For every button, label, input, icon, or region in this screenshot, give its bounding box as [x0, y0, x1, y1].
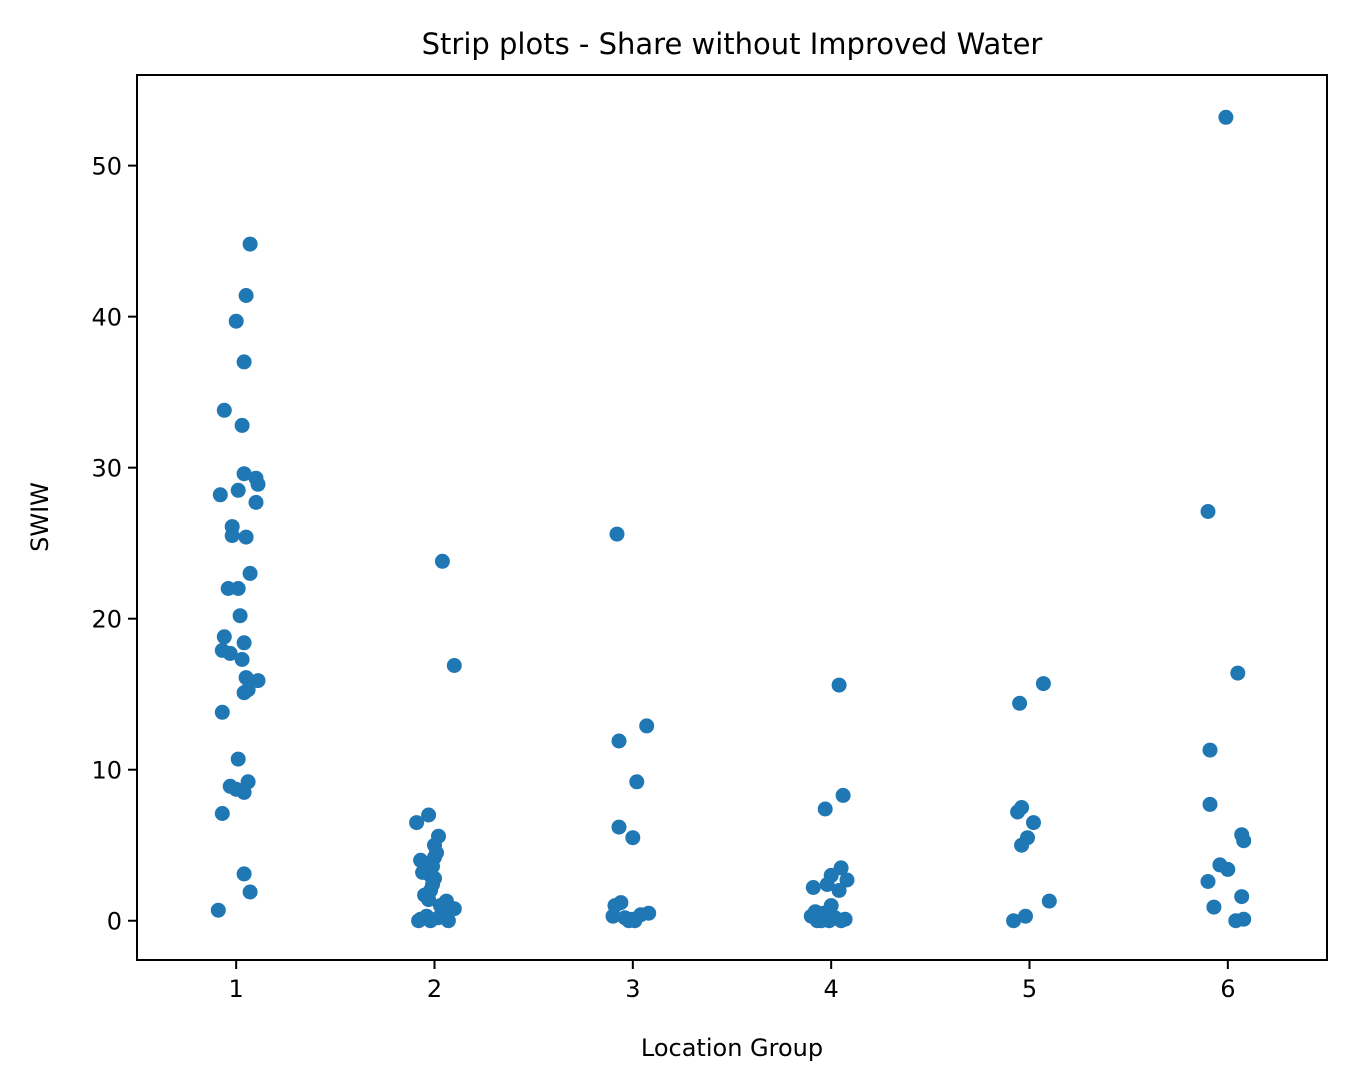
y-axis-label: SWIW: [26, 482, 54, 552]
plot-frame: [136, 74, 1328, 961]
data-point: [242, 565, 258, 581]
y-tick-label: 0: [107, 908, 122, 936]
data-point: [234, 652, 250, 667]
y-tick-label: 20: [91, 606, 122, 634]
data-point: [210, 902, 226, 918]
data-point: [236, 466, 252, 482]
x-tick-label: 6: [1220, 975, 1235, 1003]
data-point: [611, 819, 627, 835]
data-point: [1006, 913, 1022, 929]
data-point: [639, 718, 655, 734]
data-point: [835, 787, 851, 803]
data-point: [230, 751, 246, 767]
data-point: [413, 852, 429, 868]
data-point: [1230, 665, 1246, 681]
y-tick-label: 50: [91, 153, 122, 181]
data-point: [1026, 815, 1041, 831]
data-point: [1236, 833, 1252, 849]
data-point: [1228, 913, 1244, 929]
data-point: [224, 528, 240, 544]
data-point: [1202, 796, 1218, 812]
data-point: [238, 288, 254, 303]
data-point: [817, 801, 833, 817]
data-point: [236, 866, 252, 882]
data-point: [228, 313, 244, 329]
data-point: [222, 645, 238, 661]
data-point: [805, 880, 821, 895]
data-point: [819, 877, 835, 892]
data-point: [831, 883, 847, 898]
data-point: [813, 913, 829, 929]
data-point: [629, 774, 645, 790]
data-point: [611, 733, 627, 749]
data-point: [240, 682, 256, 698]
data-point: [831, 677, 847, 693]
data-point: [248, 494, 264, 510]
chart-title: Strip plots - Share without Improved Wat…: [422, 27, 1043, 61]
x-tick-label: 1: [229, 975, 244, 1003]
y-axis-ticks: 0 10 20 30 40 50: [91, 153, 137, 936]
data-point: [236, 784, 252, 800]
data-point: [250, 673, 266, 689]
data-point: [1218, 109, 1234, 125]
x-axis-label: Location Group: [641, 1034, 823, 1062]
data-point: [236, 354, 252, 370]
data-point: [1010, 804, 1026, 820]
data-point: [216, 402, 232, 418]
data-point: [431, 910, 446, 926]
data-point: [242, 884, 258, 900]
data-point: [1200, 504, 1216, 519]
data-point: [421, 807, 437, 823]
data-point: [1200, 874, 1216, 889]
data-point: [212, 487, 228, 503]
data-point: [833, 913, 849, 929]
y-tick-label: 40: [91, 304, 122, 332]
data-point: [214, 704, 230, 720]
data-point: [409, 815, 425, 831]
x-tick-label: 4: [824, 975, 839, 1003]
data-point: [1234, 889, 1250, 905]
data-point: [1018, 908, 1033, 924]
data-point: [839, 872, 855, 888]
y-tick-label: 30: [91, 455, 122, 483]
x-axis-ticks: 1 2 3 4 5 6: [229, 960, 1235, 1003]
data-point: [230, 482, 246, 498]
data-point: [1041, 893, 1057, 909]
x-tick-label: 3: [625, 975, 640, 1003]
data-point: [234, 417, 250, 433]
data-point: [1014, 837, 1030, 853]
data-point: [434, 553, 450, 569]
data-point: [421, 892, 437, 908]
x-tick-label: 2: [427, 975, 442, 1003]
x-tick-label: 5: [1022, 975, 1037, 1003]
data-point: [1206, 899, 1222, 915]
data-points: [210, 109, 1252, 929]
data-point: [1012, 695, 1028, 711]
data-point: [446, 658, 462, 673]
data-point: [1202, 742, 1218, 758]
data-point: [605, 908, 621, 924]
data-point: [214, 806, 230, 821]
data-point: [238, 529, 254, 545]
data-point: [621, 913, 637, 929]
data-point: [238, 670, 254, 686]
data-point: [625, 830, 641, 846]
y-tick-label: 10: [91, 757, 122, 785]
data-point: [411, 913, 427, 929]
data-point: [1220, 861, 1236, 877]
data-point: [250, 476, 266, 492]
data-point: [232, 608, 248, 624]
data-point: [609, 526, 625, 542]
data-point: [1035, 676, 1051, 692]
data-point: [230, 581, 246, 596]
data-point: [242, 236, 258, 252]
data-point: [216, 629, 232, 645]
data-point: [236, 635, 252, 651]
